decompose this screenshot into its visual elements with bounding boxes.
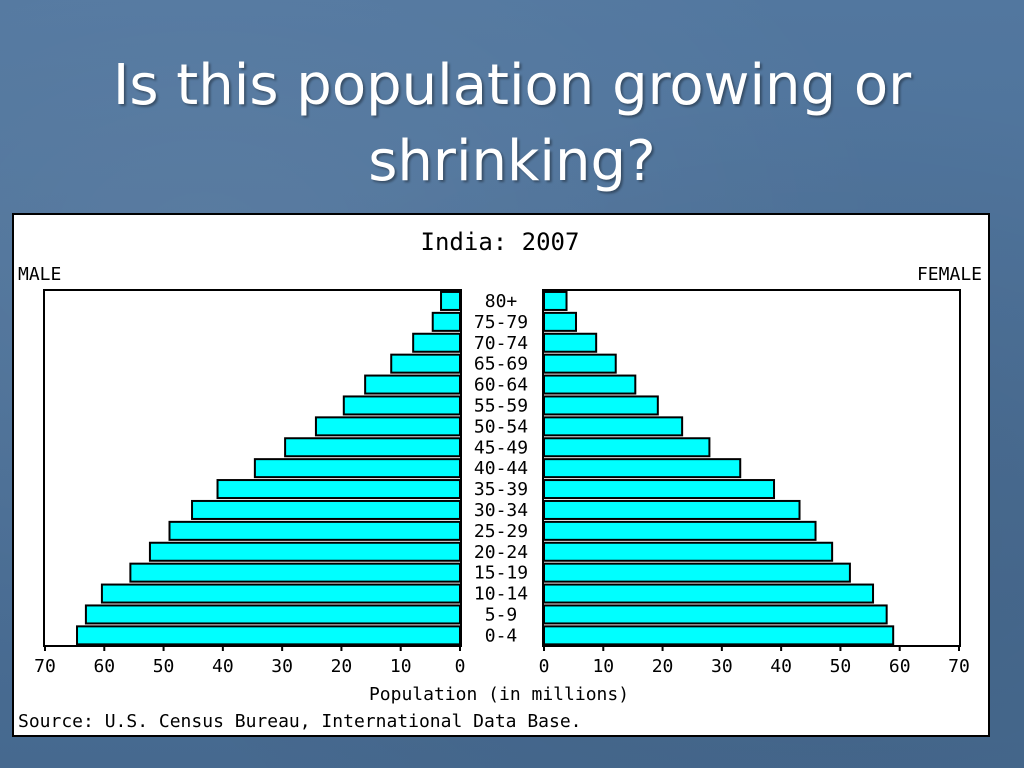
male-bar-15-19 (129, 562, 461, 583)
female-bar-45-49 (543, 437, 711, 458)
age-label-35-39: 35-39 (474, 479, 528, 500)
female-tick-label-10: 10 (592, 656, 614, 677)
female-tick-label-0: 0 (539, 656, 550, 677)
female-label: FEMALE (917, 264, 982, 285)
age-label-55-59: 55-59 (474, 395, 528, 416)
male-bar-45-49 (284, 437, 461, 458)
male-tick-label-0: 0 (455, 656, 466, 677)
male-bar-35-39 (216, 479, 461, 500)
male-bar-10-14 (100, 583, 462, 604)
male-tick-label-60: 60 (93, 656, 115, 677)
male-bar-60-64 (364, 374, 461, 395)
male-bar-20-24 (148, 541, 462, 562)
female-bar-20-24 (543, 541, 834, 562)
male-tick-label-10: 10 (390, 656, 412, 677)
age-label-75-79: 75-79 (474, 312, 528, 333)
female-bar-5-9 (543, 604, 888, 625)
female-bar-65-69 (543, 353, 617, 374)
female-bar-25-29 (543, 520, 817, 541)
female-bar-70-74 (543, 332, 598, 353)
female-tick-label-60: 60 (889, 656, 911, 677)
male-bar-40-44 (253, 458, 461, 479)
female-bar-50-54 (543, 416, 684, 437)
female-bar-80+ (543, 290, 568, 311)
male-bar-65-69 (390, 353, 462, 374)
age-label-45-49: 45-49 (474, 437, 528, 458)
female-bar-55-59 (543, 395, 659, 416)
x-axis-label: Population (in millions) (369, 684, 629, 705)
age-label-10-14: 10-14 (474, 584, 528, 605)
age-label-25-29: 25-29 (474, 521, 528, 542)
female-tick-label-30: 30 (711, 656, 733, 677)
female-tick-label-20: 20 (652, 656, 674, 677)
slide-title-line-1: Is this population growing or (112, 53, 912, 118)
male-bar-70-74 (412, 332, 461, 353)
male-bar-50-54 (314, 416, 461, 437)
female-bar-15-19 (543, 562, 851, 583)
age-label-80+: 80+ (485, 291, 518, 312)
male-label: MALE (18, 264, 61, 285)
female-tick-label-70: 70 (948, 656, 970, 677)
female-tick-label-40: 40 (770, 656, 792, 677)
slide-title: Is this population growing or shrinking? (0, 48, 1024, 200)
female-bar-40-44 (543, 458, 742, 479)
population-pyramid-chart: India: 2007 MALE FEMALE 80+ 75-79 70-74 65-… (12, 213, 990, 737)
age-label-70-74: 70-74 (474, 333, 528, 354)
age-label-65-69: 65-69 (474, 354, 528, 375)
male-tick-label-40: 40 (212, 656, 234, 677)
chart-svg: India: 2007 MALE FEMALE 80+75-7970-7465-… (18, 228, 982, 732)
male-tick-label-70: 70 (34, 656, 56, 677)
female-bar-0-4 (543, 625, 895, 646)
male-bar-30-34 (191, 499, 461, 520)
female-bar-60-64 (543, 374, 637, 395)
age-labels-group: 80+75-7970-7465-6960-6455-5950-5445-4940… (474, 291, 528, 646)
female-bar-10-14 (543, 583, 875, 604)
age-label-5-9: 5-9 (485, 604, 518, 625)
age-label-15-19: 15-19 (474, 563, 528, 584)
female-bar-75-79 (543, 311, 578, 332)
female-tick-label-50: 50 (830, 656, 852, 677)
male-bar-25-29 (168, 520, 461, 541)
male-bar-80+ (440, 290, 461, 311)
female-bar-30-34 (543, 499, 801, 520)
male-bar-55-59 (342, 395, 461, 416)
male-tick-label-20: 20 (331, 656, 353, 677)
male-bar-0-4 (76, 625, 462, 646)
female-bar-35-39 (543, 479, 776, 500)
male-bar-75-79 (431, 311, 462, 332)
age-label-20-24: 20-24 (474, 542, 528, 563)
age-label-40-44: 40-44 (474, 458, 528, 479)
age-label-30-34: 30-34 (474, 500, 528, 521)
chart-title: India: 2007 (421, 228, 580, 256)
source-note: Source: U.S. Census Bureau, Internationa… (18, 711, 582, 732)
age-label-0-4: 0-4 (485, 625, 518, 646)
bars-group (76, 290, 895, 646)
age-label-60-64: 60-64 (474, 375, 528, 396)
male-tick-label-50: 50 (153, 656, 175, 677)
male-tick-label-30: 30 (271, 656, 293, 677)
male-bar-5-9 (84, 604, 462, 625)
age-label-50-54: 50-54 (474, 416, 528, 437)
x-ticks-group: 70 60 50 40 30 20 10 0 0 10 20 30 40 50 60 70 (34, 646, 970, 677)
slide-title-line-2: shrinking? (368, 129, 656, 194)
